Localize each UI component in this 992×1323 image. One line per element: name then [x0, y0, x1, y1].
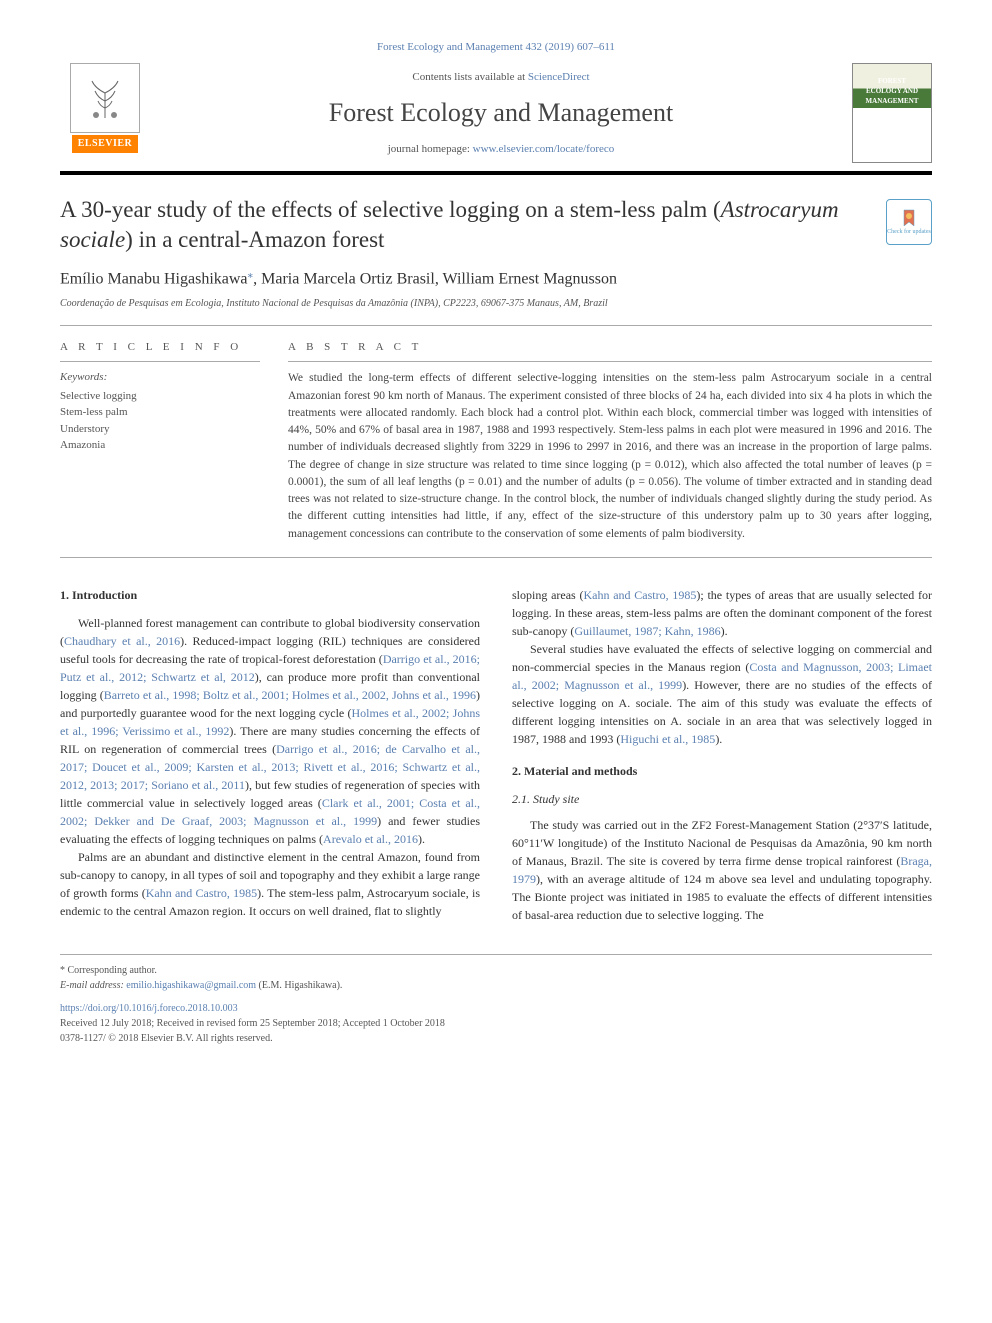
elsevier-tree-icon	[70, 63, 140, 133]
bookmark-icon	[899, 208, 919, 228]
dates-line: Received 12 July 2018; Received in revis…	[60, 1016, 932, 1031]
subsection-heading-site: 2.1. Study site	[512, 790, 932, 808]
citation-link[interactable]: Guillaumet, 1987; Kahn, 1986	[574, 624, 720, 638]
section-heading-intro: 1. Introduction	[60, 586, 480, 604]
article-info: A R T I C L E I N F O Keywords: Selectiv…	[60, 340, 260, 543]
elsevier-wordmark: ELSEVIER	[72, 135, 139, 153]
citation-link[interactable]: Barreto et al., 1998; Boltz et al., 2001…	[104, 688, 476, 702]
body-columns: 1. Introduction Well-planned forest mana…	[60, 586, 932, 924]
abstract-text: We studied the long-term effects of diff…	[288, 370, 932, 543]
article-info-header: A R T I C L E I N F O	[60, 340, 260, 355]
keyword: Amazonia	[60, 437, 260, 454]
keywords-label: Keywords:	[60, 370, 260, 385]
section-heading-methods: 2. Material and methods	[512, 762, 932, 780]
keywords-list: Selective logging Stem-less palm Underst…	[60, 388, 260, 454]
citation-link[interactable]: Kahn and Castro, 1985	[146, 886, 257, 900]
masthead-center: Contents lists available at ScienceDirec…	[150, 70, 852, 157]
issn-copyright-line: 0378-1127/ © 2018 Elsevier B.V. All righ…	[60, 1031, 932, 1046]
info-abstract-block: A R T I C L E I N F O Keywords: Selectiv…	[60, 325, 932, 558]
homepage-prefix: journal homepage:	[388, 143, 473, 155]
affiliation: Coordenação de Pesquisas em Ecologia, In…	[60, 297, 932, 311]
title-block: A 30-year study of the effects of select…	[60, 195, 932, 255]
abstract-block: A B S T R A C T We studied the long-term…	[288, 340, 932, 543]
contents-available-line: Contents lists available at ScienceDirec…	[150, 70, 852, 85]
check-updates-label: Check for updates	[887, 228, 931, 236]
intro-paragraph-3: Several studies have evaluated the effec…	[512, 640, 932, 748]
homepage-line: journal homepage: www.elsevier.com/locat…	[150, 142, 852, 157]
journal-reference: Forest Ecology and Management 432 (2019)…	[60, 40, 932, 55]
info-divider	[60, 361, 260, 362]
keyword: Understory	[60, 421, 260, 438]
journal-ref-link[interactable]: Forest Ecology and Management 432 (2019)…	[377, 41, 615, 53]
corresponding-mark[interactable]: ⁎	[248, 271, 254, 288]
contents-prefix: Contents lists available at	[412, 71, 527, 83]
email-line: E-mail address: emilio.higashikawa@gmail…	[60, 978, 932, 993]
citation-link[interactable]: Chaudhary et al., 2016	[64, 634, 180, 648]
intro-paragraph-1: Well-planned forest management can contr…	[60, 614, 480, 848]
masthead: ELSEVIER Contents lists available at Sci…	[60, 63, 932, 175]
study-site-paragraph: The study was carried out in the ZF2 For…	[512, 816, 932, 924]
article-title: A 30-year study of the effects of select…	[60, 195, 866, 255]
intro-paragraph-2-cont: sloping areas (Kahn and Castro, 1985); t…	[512, 586, 932, 640]
left-column: 1. Introduction Well-planned forest mana…	[60, 586, 480, 924]
citation-link[interactable]: Arevalo et al., 2016	[323, 832, 418, 846]
citation-link[interactable]: Kahn and Castro, 1985	[583, 588, 696, 602]
email-link[interactable]: emilio.higashikawa@gmail.com	[126, 980, 256, 991]
keyword: Selective logging	[60, 388, 260, 405]
journal-name: Forest Ecology and Management	[150, 95, 852, 131]
doi-link[interactable]: https://doi.org/10.1016/j.foreco.2018.10…	[60, 1003, 238, 1014]
citation-link[interactable]: Higuchi et al., 1985	[620, 732, 715, 746]
check-updates-badge[interactable]: Check for updates	[886, 199, 932, 245]
elsevier-logo: ELSEVIER	[60, 63, 150, 163]
cover-title: FOREST ECOLOGY AND MANAGEMENT	[853, 77, 931, 106]
homepage-link[interactable]: www.elsevier.com/locate/foreco	[473, 143, 615, 155]
page: Forest Ecology and Management 432 (2019)…	[0, 0, 992, 1076]
journal-cover-thumbnail: FOREST ECOLOGY AND MANAGEMENT	[852, 63, 932, 163]
sciencedirect-link[interactable]: ScienceDirect	[528, 71, 590, 83]
abstract-divider	[288, 361, 932, 362]
right-column: sloping areas (Kahn and Castro, 1985); t…	[512, 586, 932, 924]
corresponding-author-note: * Corresponding author.	[60, 963, 932, 978]
abstract-header: A B S T R A C T	[288, 340, 932, 355]
authors: Emílio Manabu Higashikawa⁎, Maria Marcel…	[60, 267, 932, 291]
intro-paragraph-2: Palms are an abundant and distinctive el…	[60, 848, 480, 920]
keyword: Stem-less palm	[60, 404, 260, 421]
footer-block: * Corresponding author. E-mail address: …	[60, 954, 932, 1046]
